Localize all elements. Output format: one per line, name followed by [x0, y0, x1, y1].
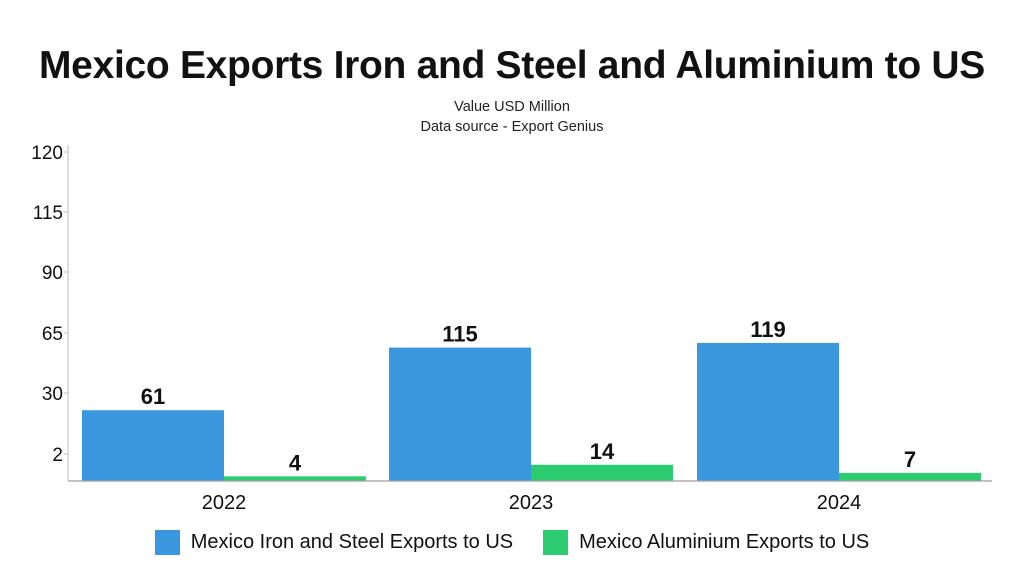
legend-item-iron-steel[interactable]: Mexico Iron and Steel Exports to US [154, 529, 514, 555]
legend: Mexico Iron and Steel Exports to US Mexi… [0, 527, 1024, 557]
bar-aluminium-2022[interactable] [224, 476, 366, 481]
x-tick-label-2024: 2024 [817, 492, 862, 514]
y-tick-label: 65 [42, 324, 63, 345]
y-tick-label: 90 [42, 263, 63, 284]
bar-aluminium-2024[interactable] [839, 472, 981, 481]
legend-label-aluminium: Mexico Aluminium Exports to US [579, 530, 870, 553]
chart-title: Mexico Exports Iron and Steel and Alumin… [39, 44, 985, 87]
data-labels: 61 4 115 14 119 7 [141, 317, 916, 475]
x-tick-label-2022: 2022 [202, 492, 247, 514]
chart-subtitle: Value USD Million Data source - Export G… [0, 97, 1024, 137]
y-tick-label: 2 [52, 445, 63, 466]
bar-aluminium-2023[interactable] [531, 464, 673, 481]
data-label-iron-steel-2023: 115 [442, 322, 478, 347]
legend-swatch-aluminium [543, 529, 569, 555]
legend-swatch-iron-steel [154, 529, 180, 555]
data-label-aluminium-2024: 7 [904, 447, 916, 472]
bar-iron-steel-2023[interactable] [389, 347, 531, 481]
y-tick-label: 115 [33, 203, 63, 224]
data-label-iron-steel-2024: 119 [750, 317, 786, 342]
data-label-aluminium-2022: 4 [289, 450, 302, 475]
bar-group [82, 342, 981, 481]
x-axis: 2022 2023 2024 [68, 480, 992, 514]
subtitle-line-units: Value USD Million [454, 99, 570, 115]
y-axis: 120 115 90 65 30 2 [31, 143, 69, 481]
bar-iron-steel-2022[interactable] [82, 410, 224, 481]
y-tick-label: 120 [31, 143, 63, 164]
legend-item-aluminium[interactable]: Mexico Aluminium Exports to US [543, 529, 870, 555]
subtitle-line-source: Data source - Export Genius [420, 119, 604, 135]
legend-label-iron-steel: Mexico Iron and Steel Exports to US [190, 530, 514, 553]
x-tick-label-2023: 2023 [509, 492, 554, 514]
y-tick-label: 30 [42, 384, 63, 405]
data-label-iron-steel-2022: 61 [141, 384, 165, 409]
bar-iron-steel-2024[interactable] [697, 342, 839, 481]
data-label-aluminium-2023: 14 [590, 439, 615, 464]
